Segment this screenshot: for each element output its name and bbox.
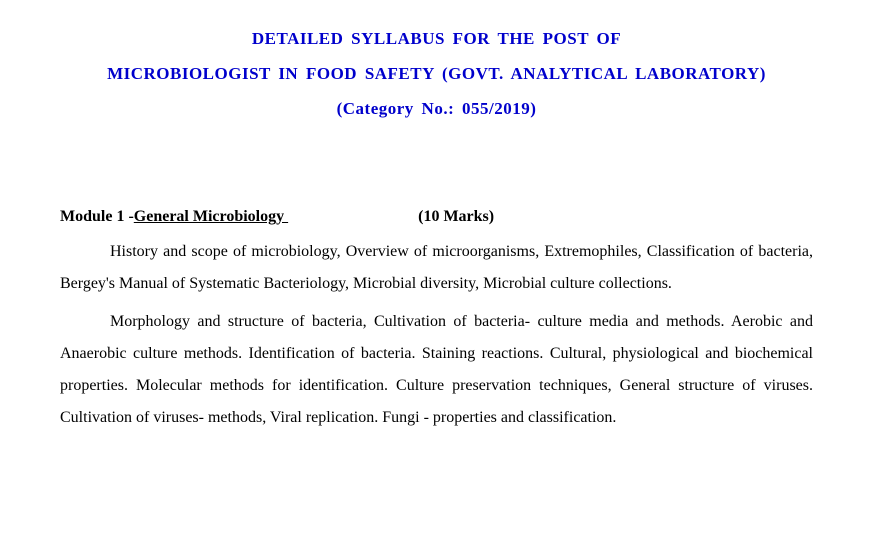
- title-category: (Category No.: 055/2019): [60, 95, 813, 122]
- module-marks: (10 Marks): [418, 208, 494, 226]
- title-line-1: DETAILED SYLLABUS FOR THE POST OF: [60, 25, 813, 52]
- module-header: Module 1 -General Microbiology (10 Marks…: [60, 208, 813, 226]
- title-line-2: MICROBIOLOGIST IN FOOD SAFETY (GOVT. ANA…: [60, 60, 813, 87]
- document-title-block: DETAILED SYLLABUS FOR THE POST OF MICROB…: [60, 25, 813, 123]
- paragraph-2: Morphology and structure of bacteria, Cu…: [60, 306, 813, 434]
- module-name: General Microbiology: [134, 208, 288, 225]
- paragraph-1: History and scope of microbiology, Overv…: [60, 236, 813, 300]
- module-label: Module 1 -: [60, 208, 134, 225]
